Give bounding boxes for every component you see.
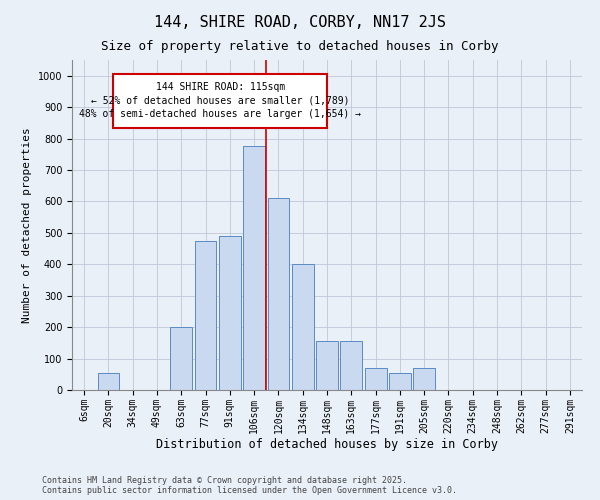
Bar bbox=[97, 372, 119, 390]
Bar bbox=[340, 342, 362, 390]
Bar bbox=[113, 74, 327, 128]
Text: Size of property relative to detached houses in Corby: Size of property relative to detached ho… bbox=[101, 40, 499, 53]
Text: Contains HM Land Registry data © Crown copyright and database right 2025.
Contai: Contains HM Land Registry data © Crown c… bbox=[42, 476, 457, 495]
Bar bbox=[170, 327, 192, 390]
Y-axis label: Number of detached properties: Number of detached properties bbox=[22, 127, 32, 323]
Text: 144 SHIRE ROAD: 115sqm: 144 SHIRE ROAD: 115sqm bbox=[155, 82, 285, 92]
Bar bbox=[219, 236, 241, 390]
Bar bbox=[243, 146, 265, 390]
Bar bbox=[316, 342, 338, 390]
Bar bbox=[413, 368, 435, 390]
Text: 144, SHIRE ROAD, CORBY, NN17 2JS: 144, SHIRE ROAD, CORBY, NN17 2JS bbox=[154, 15, 446, 30]
X-axis label: Distribution of detached houses by size in Corby: Distribution of detached houses by size … bbox=[156, 438, 498, 452]
Text: 48% of semi-detached houses are larger (1,654) →: 48% of semi-detached houses are larger (… bbox=[79, 109, 361, 119]
Text: ← 52% of detached houses are smaller (1,789): ← 52% of detached houses are smaller (1,… bbox=[91, 96, 349, 106]
Bar bbox=[194, 240, 217, 390]
Bar bbox=[365, 368, 386, 390]
Bar bbox=[292, 264, 314, 390]
Bar bbox=[268, 198, 289, 390]
Bar bbox=[389, 372, 411, 390]
